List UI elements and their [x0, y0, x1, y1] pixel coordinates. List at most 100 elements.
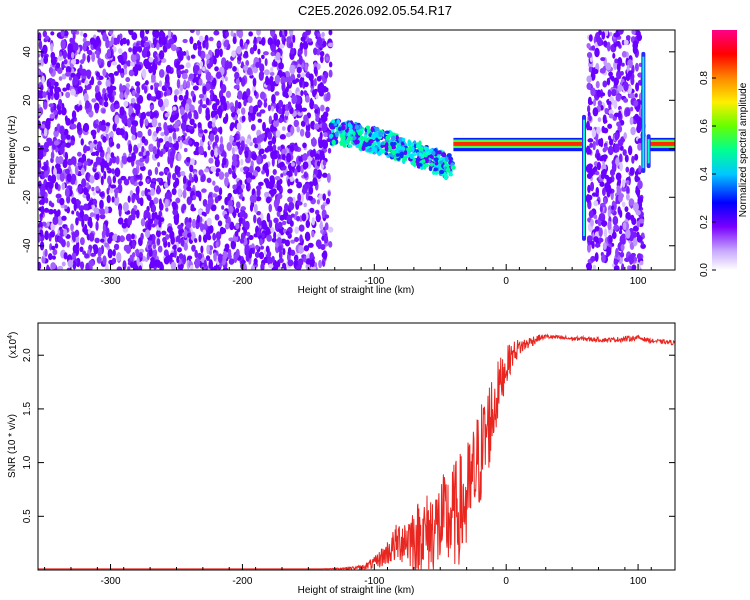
spectrogram-cell	[259, 91, 266, 100]
spectrogram-cell	[338, 126, 342, 132]
spectrogram-cell	[48, 253, 53, 261]
spectrogram-cell	[193, 123, 197, 129]
spectrogram-cell	[592, 140, 596, 151]
spectrogram-cell	[155, 229, 161, 238]
spectrogram-cell	[119, 92, 124, 100]
spectrogram-cell	[149, 260, 155, 269]
spectrogram-cell	[216, 41, 222, 47]
spectrogram-cell	[220, 227, 227, 234]
spectrogram-cell	[245, 138, 252, 145]
spectrogram-cell	[242, 217, 246, 228]
spectrogram-cell	[129, 254, 134, 262]
spectrogram-cell	[113, 188, 120, 194]
spectrogram-cell	[616, 70, 622, 80]
spectrogram-cell	[198, 234, 202, 243]
spectrogram-cell	[178, 64, 185, 70]
spectrogram-cell	[640, 240, 644, 246]
spectrogram-cell	[617, 84, 623, 92]
spectrogram-cell	[153, 82, 160, 88]
spectrogram-cell	[321, 122, 328, 132]
spectrogram-cell	[48, 103, 54, 108]
spectrogram-cell	[288, 90, 293, 97]
spectrogram-cell	[601, 168, 607, 175]
spectrogram-cell	[116, 143, 121, 149]
spectrogram-cell	[298, 224, 305, 232]
spectrogram-cell	[303, 90, 308, 96]
spectrogram-cell	[144, 118, 149, 127]
spectrogram-cell	[80, 138, 84, 146]
spectrogram-cell	[185, 221, 192, 229]
spectrogram-cell	[125, 233, 132, 242]
spectrogram-cell	[83, 145, 87, 154]
spectrogram-cell	[254, 251, 260, 258]
spectrogram-cell	[384, 145, 389, 152]
spectrogram-cell	[135, 186, 140, 194]
spectrogram-cell	[144, 80, 149, 86]
spectrogram-cell	[418, 162, 423, 167]
spectrogram-cell	[401, 137, 406, 142]
spectrogram-cell	[175, 140, 179, 151]
spectrogram-cell	[618, 30, 624, 35]
spectrogram-cell	[276, 195, 281, 206]
spectrogram-cell	[303, 245, 310, 252]
spectrogram-cell	[623, 97, 629, 103]
spectrogram-cell	[419, 146, 424, 152]
spectrogram-cell	[42, 101, 48, 110]
spectrogram-cell	[131, 32, 138, 41]
spectrogram-cell	[173, 216, 179, 226]
spectrogram-cell	[272, 168, 277, 175]
spectrogram-cell	[608, 71, 613, 77]
spectrogram-cell	[77, 185, 83, 194]
spectrogram-cell	[591, 128, 597, 138]
spectrogram-cell	[171, 188, 177, 196]
spectrogram-cell	[588, 163, 593, 174]
spectrogram-cell	[38, 160, 42, 170]
spectrogram-cell	[54, 126, 58, 132]
spectrogram-cell	[172, 202, 177, 211]
spectrogram-cell	[83, 223, 88, 233]
spectrogram-cell	[278, 117, 283, 124]
spectrogram-cell	[621, 263, 625, 270]
spectrogram-cell	[59, 197, 65, 206]
spectrogram-cell	[608, 31, 613, 37]
spectrogram-cell	[70, 63, 74, 69]
spectrogram-cell	[125, 87, 130, 96]
spectrogram-cell	[174, 120, 181, 126]
spectrogram-cell	[97, 247, 103, 257]
spectrogram-cell	[140, 232, 144, 241]
spectrogram-cell	[261, 169, 266, 175]
spectrogram-cell	[272, 144, 277, 151]
spectrogram-cell	[142, 36, 146, 42]
spectrogram-cell	[290, 213, 295, 218]
spectrogram-cell	[263, 178, 269, 183]
spectrogram-cell	[202, 234, 208, 243]
spectrogram-cell	[161, 230, 167, 236]
spectrogram-cell	[601, 125, 606, 134]
spectrogram-cell	[176, 166, 181, 172]
spectrogram-cell	[218, 171, 225, 180]
spectrogram-cell	[107, 175, 112, 185]
spectrogram-cell	[613, 224, 620, 231]
spectrogram-cell	[198, 129, 204, 134]
spectrogram-cell	[63, 252, 68, 260]
spectrogram-cell	[623, 132, 627, 140]
spectrogram-cell	[259, 63, 265, 73]
spectrogram-cell	[255, 185, 262, 191]
spectrogram-cell	[236, 122, 242, 132]
spectrogram-cell	[126, 60, 131, 67]
spectrogram-cell	[43, 147, 49, 153]
spectrogram-cell	[241, 115, 246, 122]
y-tick-label: 2.0	[22, 348, 33, 362]
spectrogram-cell	[94, 172, 100, 181]
spectrogram-cell	[299, 234, 303, 243]
spectrogram-cell	[253, 90, 257, 97]
spectrogram-cell	[59, 51, 63, 57]
spectrogram-cell	[609, 138, 614, 146]
spectrogram-cell	[625, 35, 631, 40]
spectrogram-cell	[255, 244, 260, 250]
spectrogram-marks	[38, 30, 675, 270]
spectrogram-cell	[240, 158, 244, 166]
spectrogram-cell	[304, 231, 311, 242]
spectrogram-cell	[110, 141, 115, 147]
spectrogram-cell	[619, 251, 625, 258]
